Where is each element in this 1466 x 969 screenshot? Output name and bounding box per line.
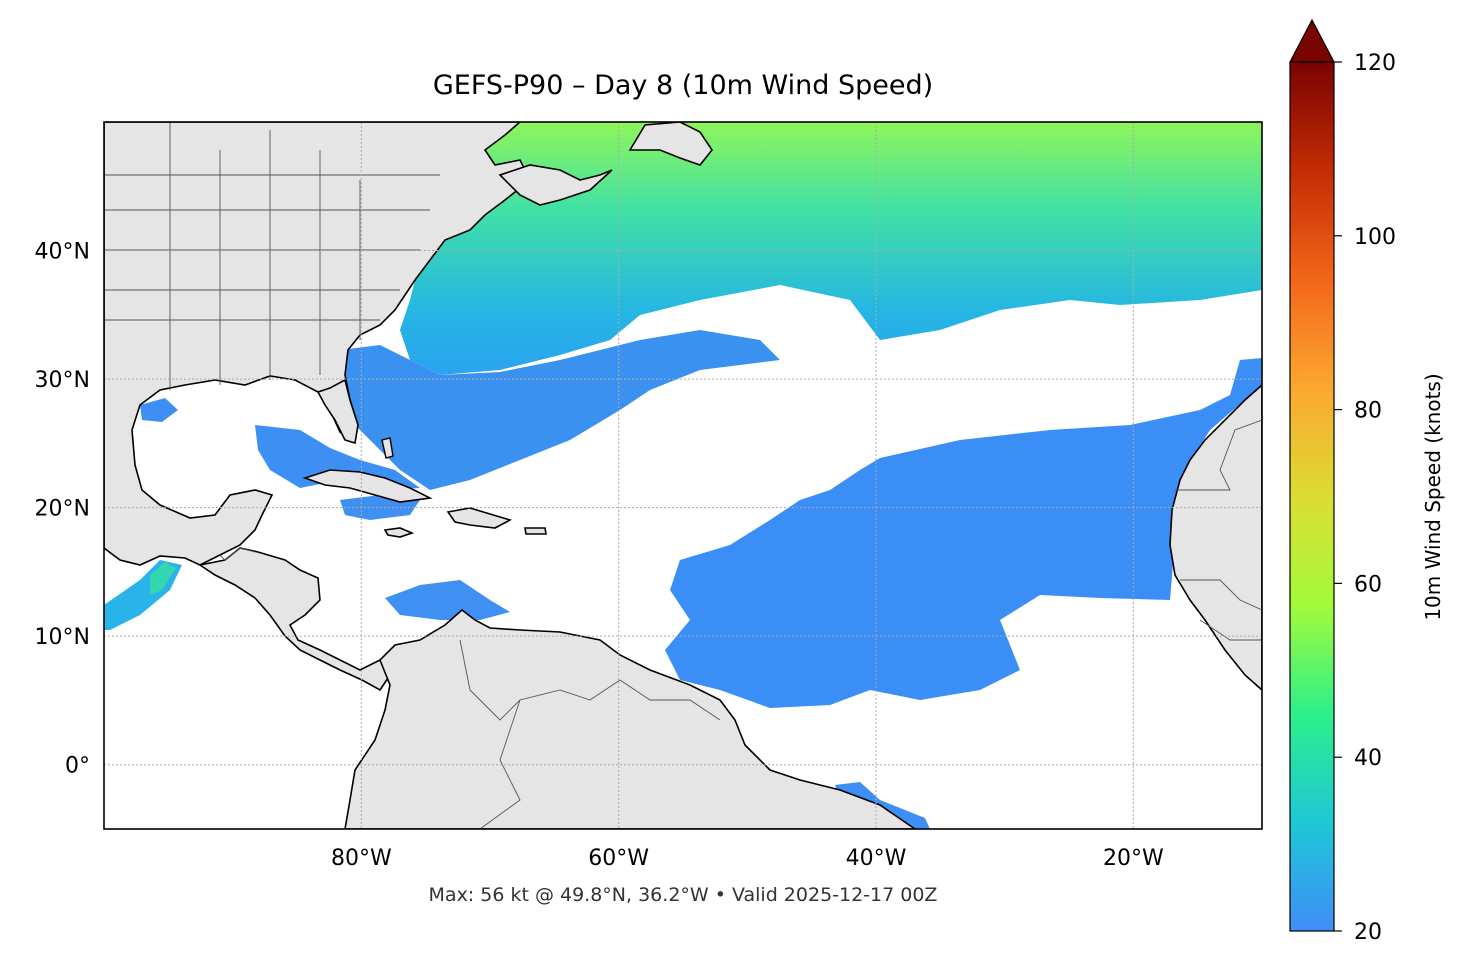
land-florida xyxy=(316,378,359,445)
wind-field xyxy=(104,122,1262,829)
wind-region-trade-wind-belt xyxy=(665,358,1262,708)
land-bahamas xyxy=(381,437,394,459)
wind-region-northwest-atlantic xyxy=(400,122,1262,375)
latitude-tick-labels: 40°N 30°N 20°N 10°N 0° xyxy=(35,240,90,779)
map-title: GEFS-P90 – Day 8 (10m Wind Speed) xyxy=(432,70,934,101)
wind-region-caribbean xyxy=(385,580,510,620)
colorbar-tick-label: 100 xyxy=(1354,225,1396,250)
lon-tick-label: 20°W xyxy=(1103,846,1164,871)
land-central-america xyxy=(197,547,394,692)
country-and-state-boundaries xyxy=(104,122,1262,829)
lat-tick-label: 40°N xyxy=(35,240,90,265)
land-jamaica xyxy=(383,527,415,538)
wind-region-gulf-of-mexico xyxy=(255,425,420,490)
lat-tick-label: 30°N xyxy=(35,368,90,393)
colorbar: 120 100 80 60 40 20 10m Wind Speed (knots) xyxy=(1289,18,1445,945)
land-cuba xyxy=(302,469,433,503)
land-north-america xyxy=(104,122,532,566)
land-newfoundland xyxy=(628,122,713,166)
land-south-america xyxy=(344,608,917,829)
wind-region-gulf-west xyxy=(140,398,178,422)
land-puerto-rico xyxy=(524,527,547,535)
colorbar-tick-label: 80 xyxy=(1354,399,1382,424)
wind-region-subtropical-band xyxy=(340,330,780,490)
colorbar-label: 10m Wind Speed (knots) xyxy=(1421,373,1445,620)
colorbar-extend-arrow xyxy=(1289,18,1335,63)
gridlines xyxy=(104,122,1262,829)
lon-tick-label: 60°W xyxy=(588,846,649,871)
colorbar-tick-label: 20 xyxy=(1354,920,1382,945)
map-footer: Max: 56 kt @ 49.8°N, 36.2°W • Valid 2025… xyxy=(428,884,938,906)
colorbar-tick-label: 40 xyxy=(1354,746,1382,771)
lon-tick-label: 80°W xyxy=(331,846,392,871)
lat-tick-label: 20°N xyxy=(35,497,90,522)
land-west-africa xyxy=(1169,383,1262,692)
colorbar-gradient xyxy=(1289,61,1335,932)
colorbar-tick-label: 60 xyxy=(1354,572,1382,597)
lat-tick-label: 10°N xyxy=(35,625,90,650)
land-hispaniola xyxy=(446,507,513,529)
lat-tick-label: 0° xyxy=(65,754,90,779)
wind-region-eastern-pacific-core xyxy=(150,562,176,595)
colorbar-tick-labels: 120 100 80 60 40 20 xyxy=(1334,51,1396,945)
wind-region-equatorial-patch xyxy=(835,782,930,829)
longitude-tick-labels: 80°W 60°W 40°W 20°W xyxy=(331,846,1164,871)
map-frame xyxy=(103,121,1263,830)
land-maritimes xyxy=(498,164,613,206)
lon-tick-label: 40°W xyxy=(846,846,907,871)
land-layer xyxy=(104,122,1262,829)
colorbar-tick-label: 120 xyxy=(1354,51,1396,76)
